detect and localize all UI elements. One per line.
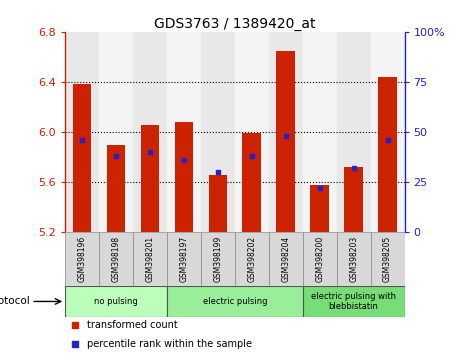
Bar: [337, 32, 371, 232]
Bar: [174, 122, 193, 232]
Bar: [303, 232, 337, 286]
Bar: [344, 167, 363, 232]
Bar: [140, 125, 159, 232]
Bar: [269, 32, 303, 232]
Bar: [378, 77, 397, 232]
Bar: [65, 32, 99, 232]
Bar: [65, 232, 99, 286]
Text: electric pulsing: electric pulsing: [203, 297, 267, 306]
Bar: [133, 32, 167, 232]
Text: GSM398205: GSM398205: [383, 236, 392, 282]
Bar: [167, 232, 201, 286]
Text: GSM398201: GSM398201: [146, 236, 154, 282]
Text: no pulsing: no pulsing: [94, 297, 138, 306]
Bar: [269, 232, 303, 286]
Bar: [99, 232, 133, 286]
Text: transformed count: transformed count: [87, 320, 178, 330]
Bar: [371, 232, 405, 286]
Bar: [65, 286, 167, 317]
Bar: [337, 232, 371, 286]
Text: GSM398199: GSM398199: [213, 236, 222, 282]
Text: percentile rank within the sample: percentile rank within the sample: [87, 339, 252, 349]
Text: protocol: protocol: [0, 296, 29, 307]
Bar: [310, 185, 329, 232]
Bar: [242, 133, 261, 232]
Bar: [73, 85, 92, 232]
Text: GSM398197: GSM398197: [179, 236, 188, 282]
Bar: [371, 32, 405, 232]
Text: GSM398203: GSM398203: [349, 236, 358, 282]
Bar: [303, 32, 337, 232]
Bar: [235, 32, 269, 232]
Bar: [133, 232, 167, 286]
Bar: [276, 51, 295, 232]
Text: GSM398200: GSM398200: [315, 236, 324, 282]
Text: GSM398202: GSM398202: [247, 236, 256, 282]
Text: GSM398196: GSM398196: [78, 236, 86, 282]
Text: GSM398198: GSM398198: [112, 236, 120, 282]
Bar: [201, 32, 235, 232]
Bar: [303, 286, 405, 317]
Bar: [99, 32, 133, 232]
Text: GSM398204: GSM398204: [281, 236, 290, 282]
Bar: [106, 145, 126, 232]
Bar: [167, 32, 201, 232]
Bar: [235, 232, 269, 286]
Text: electric pulsing with
blebbistatin: electric pulsing with blebbistatin: [311, 292, 396, 311]
Bar: [208, 175, 227, 232]
Title: GDS3763 / 1389420_at: GDS3763 / 1389420_at: [154, 17, 316, 31]
Bar: [167, 286, 303, 317]
Bar: [201, 232, 235, 286]
